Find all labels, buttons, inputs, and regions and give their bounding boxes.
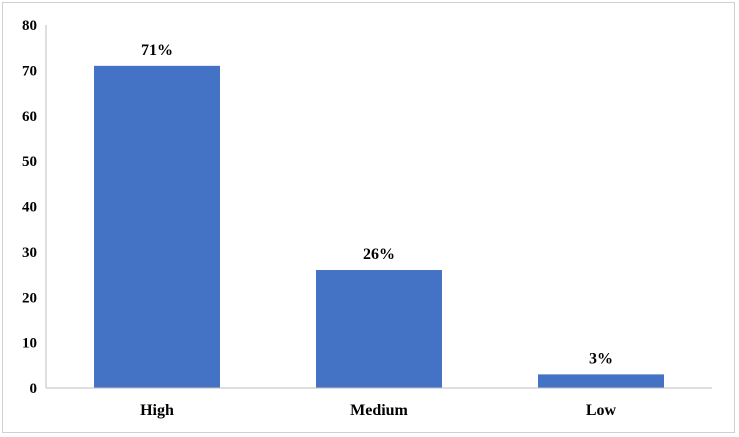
data-labels: 71% 26% 3% [141,42,613,368]
y-tick-label: 10 [22,336,37,352]
data-label-high: 71% [141,42,173,59]
x-tick-labels: High Medium Low [140,402,616,419]
bar-medium [316,270,442,388]
bar-high [94,65,220,389]
y-tick-label: 30 [22,245,37,261]
y-tick-label: 0 [30,381,38,397]
y-tick-label: 40 [22,200,37,216]
y-tick-label: 80 [22,18,37,34]
bars [94,65,664,389]
y-tick-label: 20 [22,290,37,306]
y-tick-labels: 0 10 20 30 40 50 60 70 80 [22,18,37,397]
x-tick-label-low: Low [586,402,617,419]
data-label-medium: 26% [363,246,395,263]
data-label-low: 3% [589,350,613,367]
x-tick-label-medium: Medium [350,402,408,419]
y-tick-label: 60 [22,109,37,125]
y-tick-label: 70 [22,63,37,79]
bar-low [538,374,664,388]
x-tick-label-high: High [140,402,174,419]
y-tick-label: 50 [22,154,37,170]
